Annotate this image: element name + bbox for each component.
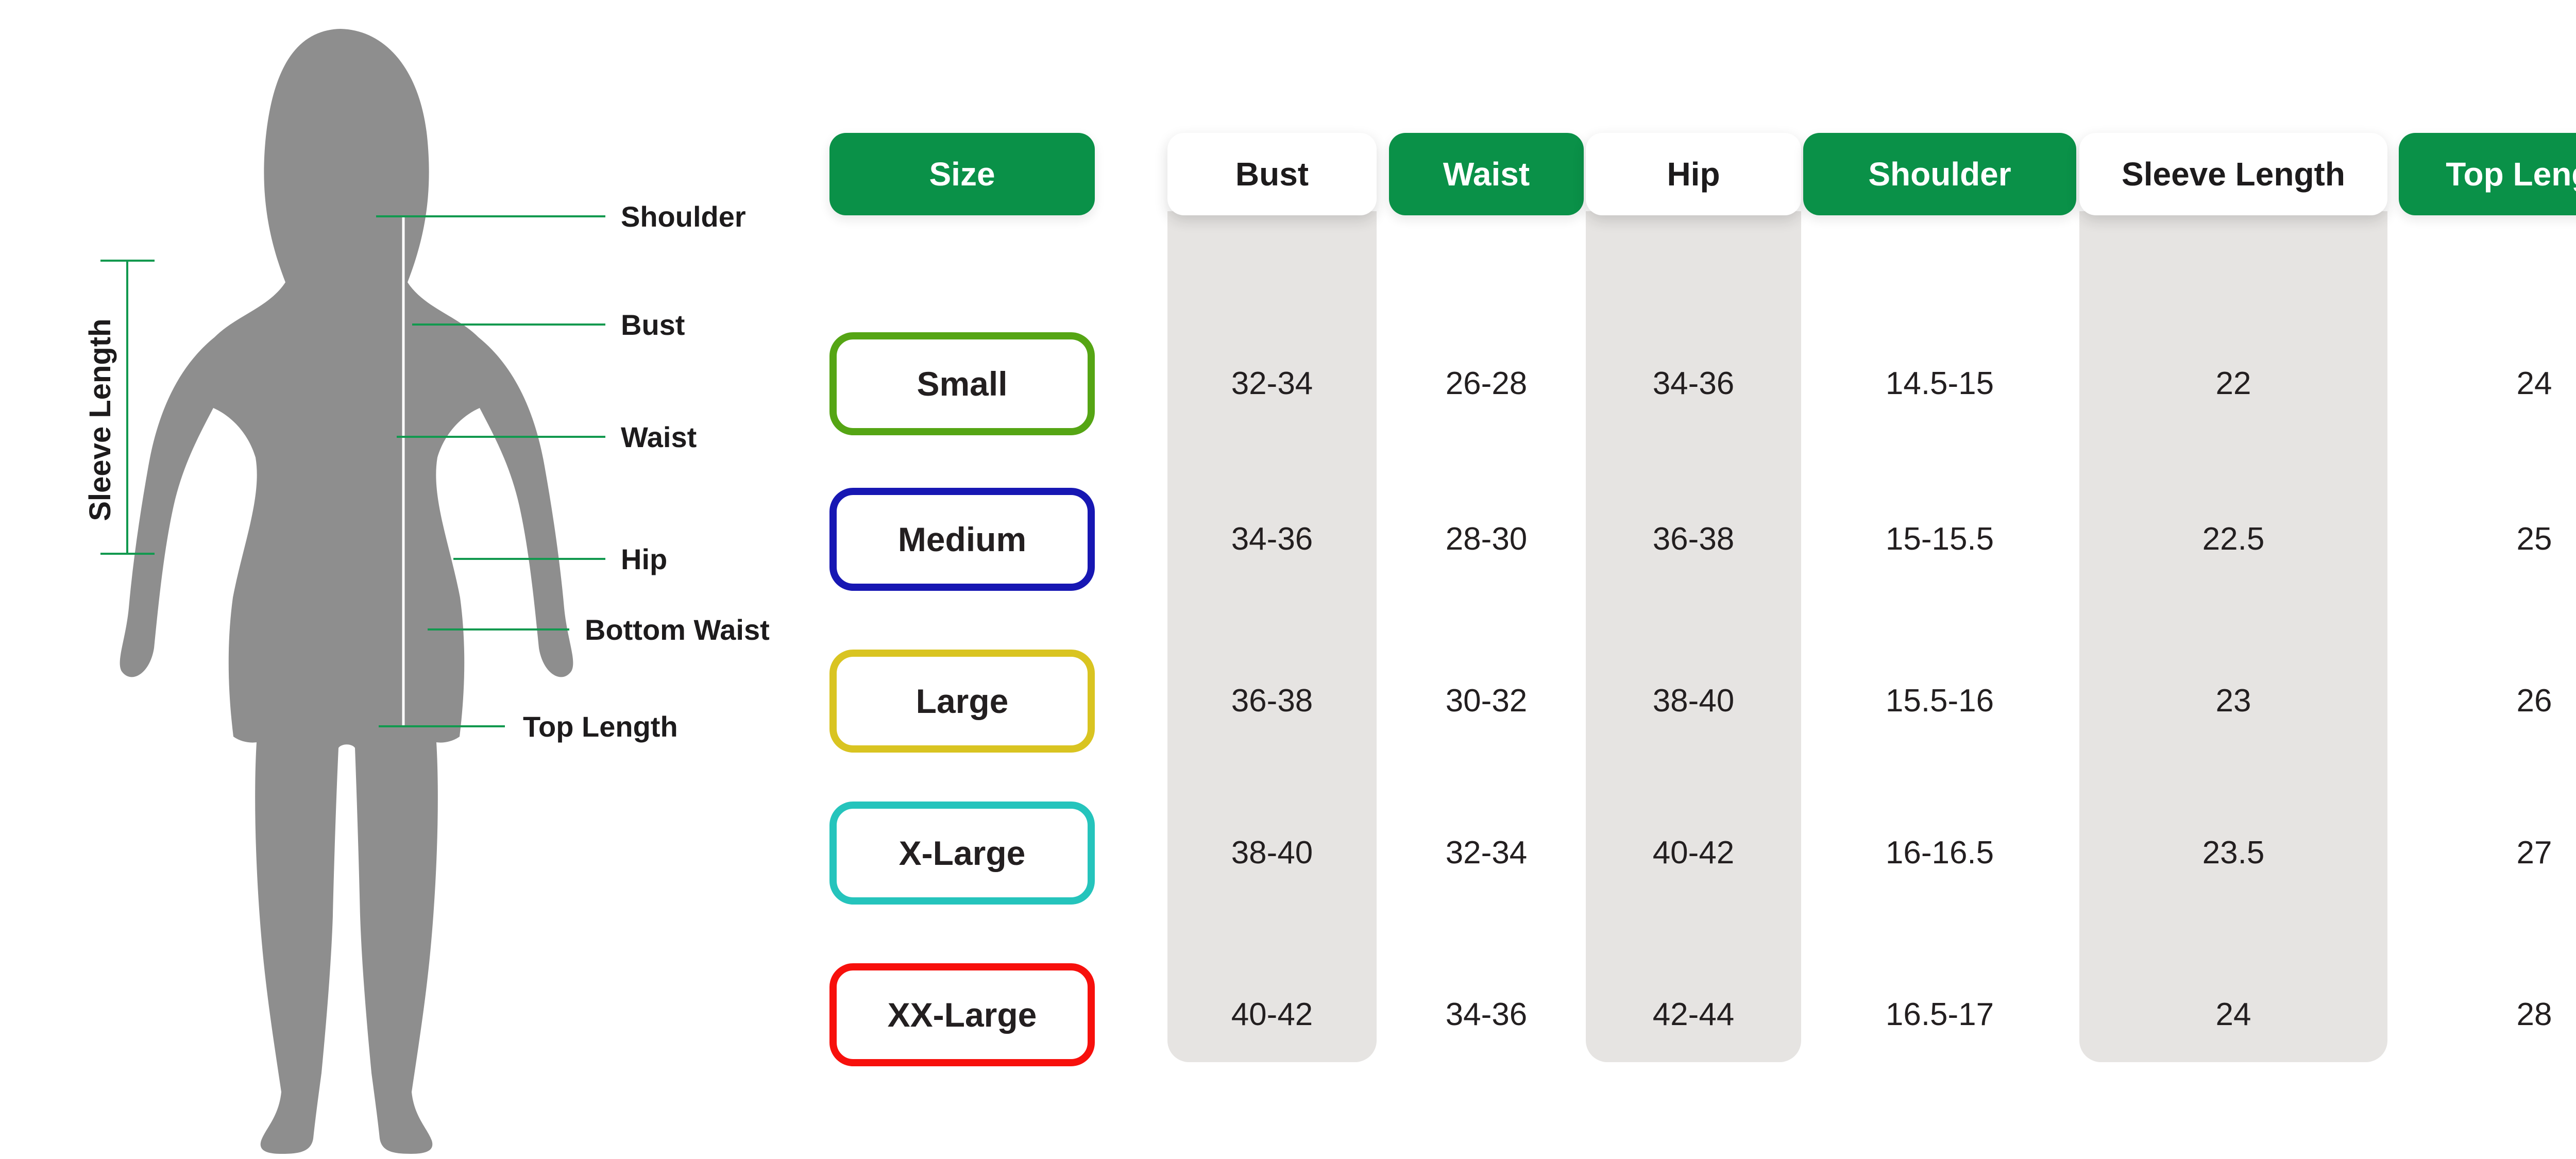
table-cell: 22.5 — [2202, 521, 2265, 557]
table-cell: 40-42 — [1231, 997, 1313, 1032]
table-cell: 23.5 — [2202, 835, 2265, 871]
table-cell: 30-32 — [1445, 683, 1528, 719]
table-cell: 42-44 — [1652, 997, 1735, 1032]
size-button-medium[interactable]: Medium — [829, 488, 1095, 591]
table-cell: 27 — [2516, 835, 2552, 871]
table-cell: 24 — [2215, 997, 2251, 1032]
diagram-label-bottom-waist: Bottom Waist — [585, 613, 770, 646]
table-cell: 15-15.5 — [1885, 521, 1994, 557]
table-cell: 24 — [2516, 366, 2552, 401]
table-cell: 26-28 — [1445, 366, 1528, 401]
table-cell: 15.5-16 — [1885, 683, 1994, 719]
diagram-label-sleeve-length: Sleeve Length — [83, 318, 117, 521]
female-silhouette-graphic — [100, 29, 605, 1154]
table-cell: 16-16.5 — [1885, 835, 1994, 871]
column-header-shoulder: Shoulder — [1803, 133, 2076, 215]
table-cell: 34-36 — [1445, 997, 1528, 1032]
table-cell: 16.5-17 — [1885, 997, 1994, 1032]
column-header-size: Size — [829, 133, 1095, 215]
size-button-x-large[interactable]: X-Large — [829, 802, 1095, 905]
table-cell: 32-34 — [1231, 366, 1313, 401]
diagram-label-waist: Waist — [621, 421, 697, 453]
column-header-hip: Hip — [1586, 133, 1801, 215]
column-header-bust: Bust — [1167, 133, 1377, 215]
table-cell: 40-42 — [1652, 835, 1735, 871]
female-body-silhouette — [120, 29, 573, 1154]
size-button-xx-large[interactable]: XX-Large — [829, 963, 1095, 1066]
body-measurement-diagram: Sleeve Length Shoulder Bust Waist Hip Bo… — [0, 0, 799, 1159]
size-button-small[interactable]: Small — [829, 332, 1095, 435]
table-cell: 25 — [2516, 521, 2552, 557]
table-cell: 26 — [2516, 683, 2552, 719]
table-cell: 28-30 — [1445, 521, 1528, 557]
table-cell: 34-36 — [1231, 521, 1313, 557]
table-cell: 38-40 — [1231, 835, 1313, 871]
diagram-label-top-length: Top Length — [523, 710, 678, 743]
table-cell: 38-40 — [1652, 683, 1735, 719]
table-cell: 36-38 — [1652, 521, 1735, 557]
diagram-label-bust: Bust — [621, 309, 685, 341]
column-header-top-length: Top Length — [2399, 133, 2576, 215]
table-cell: 34-36 — [1652, 366, 1735, 401]
column-stripe-bust — [1167, 211, 1377, 1062]
column-header-sleeve: Sleeve Length — [2079, 133, 2387, 215]
diagram-label-shoulder: Shoulder — [621, 200, 746, 233]
column-stripe-sleeve — [2079, 211, 2387, 1062]
table-cell: 22 — [2215, 366, 2251, 401]
column-header-waist: Waist — [1389, 133, 1584, 215]
table-cell: 14.5-15 — [1885, 366, 1994, 401]
diagram-label-hip: Hip — [621, 543, 668, 575]
column-stripe-hip — [1586, 211, 1801, 1062]
table-cell: 32-34 — [1445, 835, 1528, 871]
size-button-large[interactable]: Large — [829, 650, 1095, 753]
table-cell: 23 — [2215, 683, 2251, 719]
table-cell: 28 — [2516, 997, 2552, 1032]
table-cell: 36-38 — [1231, 683, 1313, 719]
